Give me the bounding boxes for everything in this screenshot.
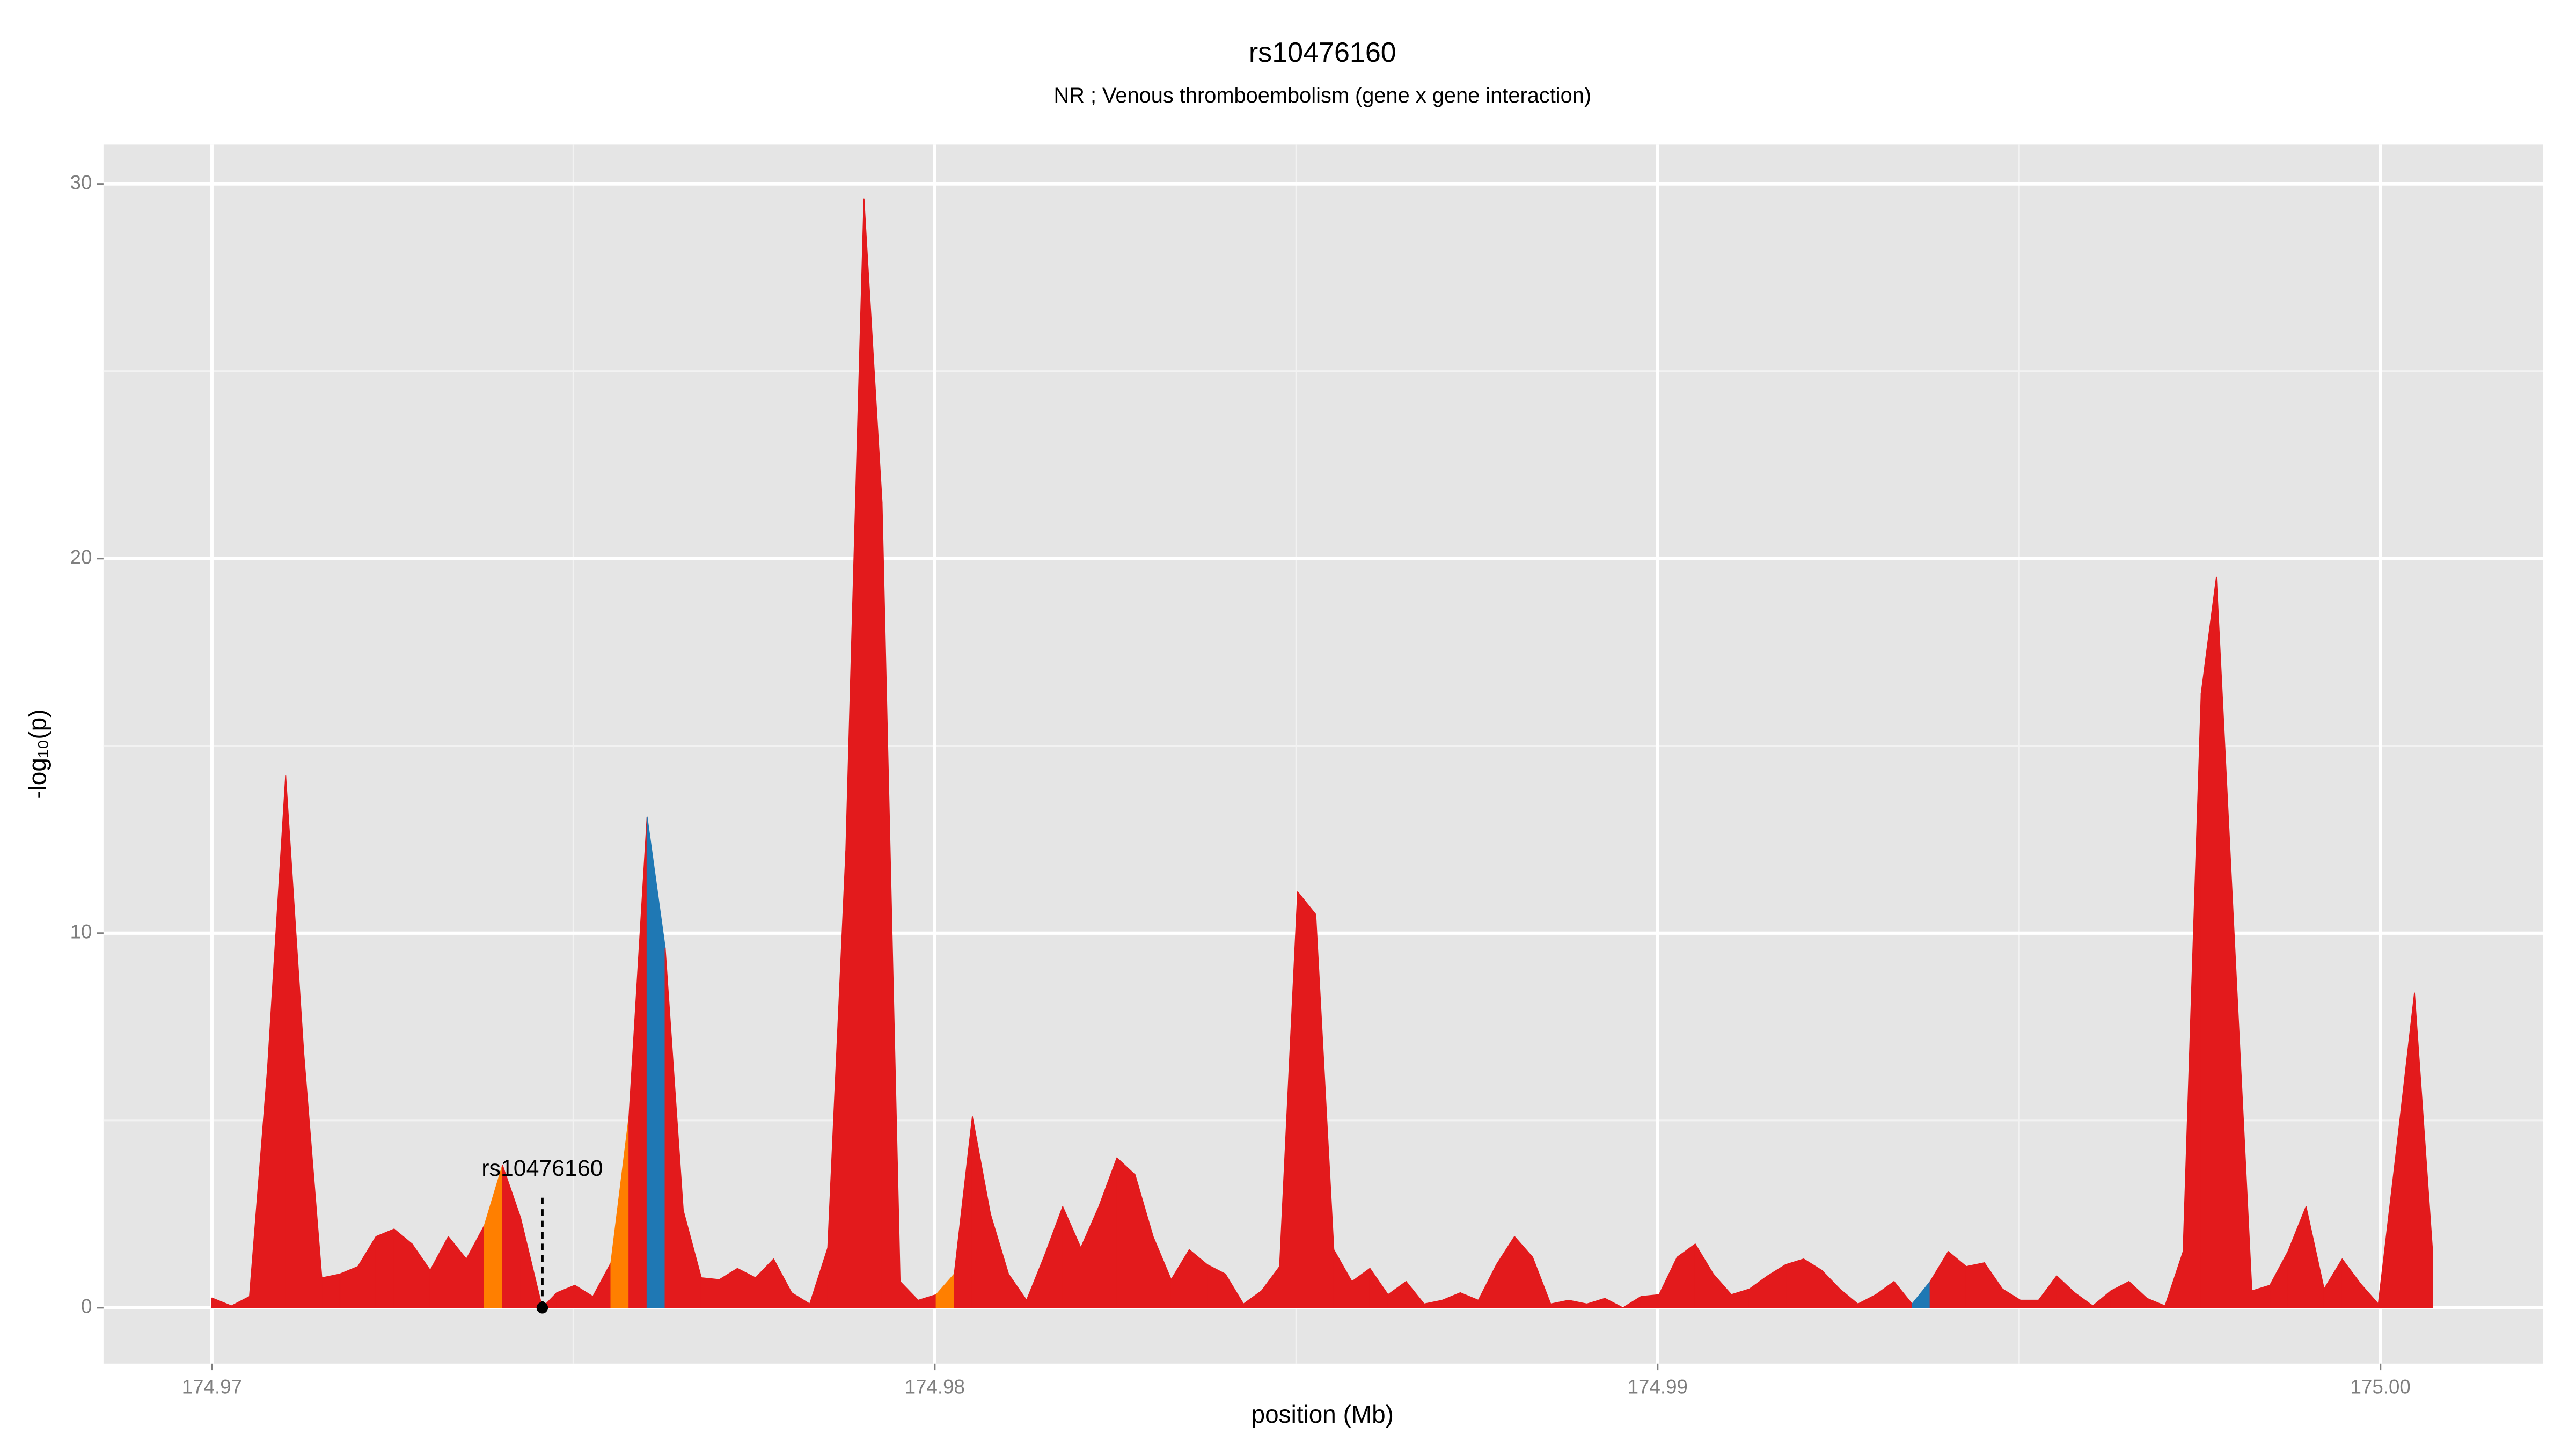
marks: rs10476160 xyxy=(211,198,2433,1314)
area-segment xyxy=(700,1277,720,1308)
area-segment xyxy=(1116,1157,1136,1308)
area-segment xyxy=(1785,1258,1804,1308)
y-tick-label: 30 xyxy=(70,171,92,193)
area-segment xyxy=(375,1228,395,1308)
x-tick-label: 175.00 xyxy=(2351,1375,2411,1397)
x-tick-label: 174.99 xyxy=(1628,1375,1688,1397)
area-segment xyxy=(1966,1262,1985,1308)
y-tick-label: 20 xyxy=(70,546,92,568)
x-tick-label: 174.97 xyxy=(182,1375,242,1397)
area-segment xyxy=(2200,576,2217,1308)
area-segment xyxy=(2414,992,2433,1308)
y-axis-title: -log₁₀(p) xyxy=(24,709,52,799)
chart-subtitle: NR ; Venous thromboembolism (gene x gene… xyxy=(1053,84,1591,107)
area-segment xyxy=(1297,891,1316,1308)
chart-title: rs10476160 xyxy=(1249,37,1396,68)
area-segment xyxy=(1604,1298,1624,1308)
area-segment xyxy=(321,1274,341,1308)
annotation-label: rs10476160 xyxy=(481,1155,603,1181)
x-tick-label: 174.98 xyxy=(905,1375,965,1397)
y-tick-label: 10 xyxy=(70,920,92,942)
y-tick-label: 0 xyxy=(81,1296,92,1318)
area-segment xyxy=(1640,1294,1660,1308)
x-axis-title: position (Mb) xyxy=(1252,1400,1394,1428)
area-segment xyxy=(2020,1299,2039,1308)
area-segment xyxy=(520,1217,543,1308)
ticks: 174.97 174.98 174.99 175.00 0 10 20 30 xyxy=(70,171,2411,1397)
annotation-point xyxy=(536,1302,548,1314)
area-segment xyxy=(339,1266,358,1308)
